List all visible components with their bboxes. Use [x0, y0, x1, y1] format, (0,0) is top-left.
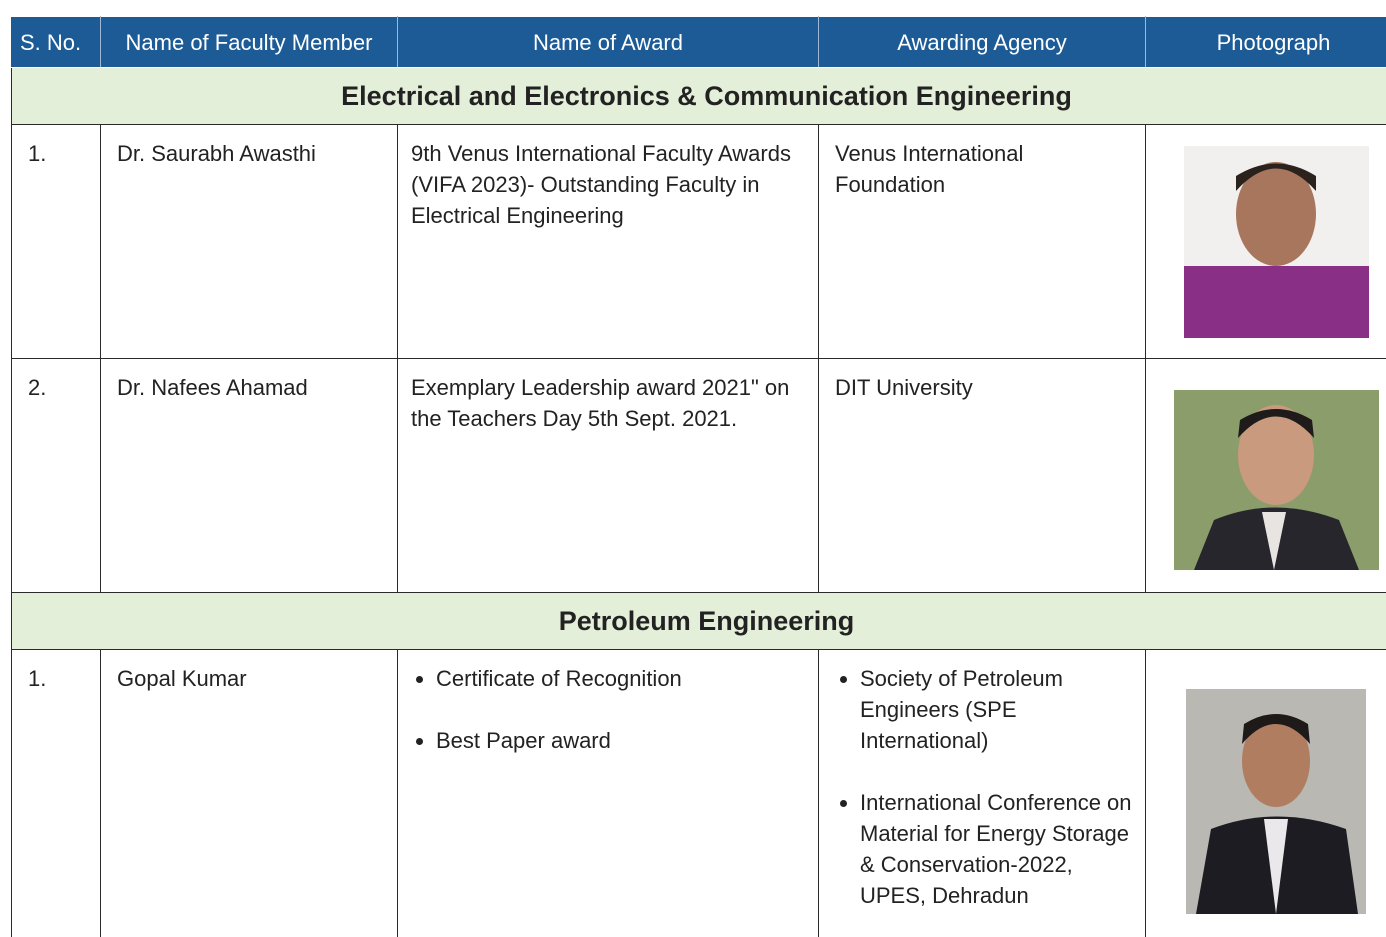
serial-number: 1. — [11, 124, 101, 359]
awarding-agency-cell: DIT University — [818, 358, 1146, 593]
awarding-agency: International Conference on Material for… — [860, 787, 1133, 911]
serial-number: 1. — [11, 649, 101, 937]
section-title: Petroleum Engineering — [11, 592, 1386, 650]
serial-number: 2. — [11, 358, 101, 593]
awarding-agency: Venus International Foundation — [835, 141, 1024, 197]
column-header: Photograph — [1145, 16, 1386, 68]
award-name: Best Paper award — [436, 725, 800, 756]
faculty-name: Gopal Kumar — [100, 649, 398, 937]
section-row: Electrical and Electronics & Communicati… — [11, 67, 1386, 125]
award-name-cell: Certificate of Recognition Best Paper awa… — [397, 649, 819, 937]
award-name-list: Certificate of Recognition Best Paper awa… — [411, 663, 800, 756]
header-row: S. No. Name of Faculty Member Name of Awar… — [11, 16, 1386, 68]
award-name-cell: Exemplary Leadership award 2021" on the … — [397, 358, 819, 593]
awarding-agency-cell: Society of Petroleum Engineers (SPE Inte… — [818, 649, 1146, 937]
award-name: Exemplary Leadership award 2021" on the … — [411, 375, 790, 431]
faculty-name: Dr. Nafees Ahamad — [100, 358, 398, 593]
awarding-agency-cell: Venus International Foundation — [818, 124, 1146, 359]
section-title: Electrical and Electronics & Communicati… — [11, 67, 1386, 125]
column-header: Awarding Agency — [818, 16, 1146, 68]
photograph — [1174, 390, 1379, 570]
photograph — [1184, 146, 1369, 338]
data-row: 1. Dr. Saurabh Awasthi 9th Venus Internati… — [11, 124, 1386, 359]
photograph — [1186, 689, 1366, 914]
data-row: 1.Gopal Kumar Certificate of Recognition B… — [11, 649, 1386, 937]
faculty-name: Dr. Saurabh Awasthi — [100, 124, 398, 359]
awarding-agency: Society of Petroleum Engineers (SPE Inte… — [860, 663, 1133, 756]
award-name: Certificate of Recognition — [436, 663, 800, 694]
awarding-agency: DIT University — [835, 375, 973, 400]
column-header: Name of Award — [397, 16, 819, 68]
award-name: 9th Venus International Faculty Awards (… — [411, 141, 791, 228]
award-name-cell: 9th Venus International Faculty Awards (… — [397, 124, 819, 359]
data-row: 2. Dr. Nafees Ahamad Exemplary Leadership … — [11, 358, 1386, 593]
awarding-agency-list: Society of Petroleum Engineers (SPE Inte… — [835, 663, 1133, 911]
section-row: Petroleum Engineering — [11, 592, 1386, 650]
column-header: Name of Faculty Member — [100, 16, 398, 68]
column-header: S. No. — [11, 16, 101, 68]
